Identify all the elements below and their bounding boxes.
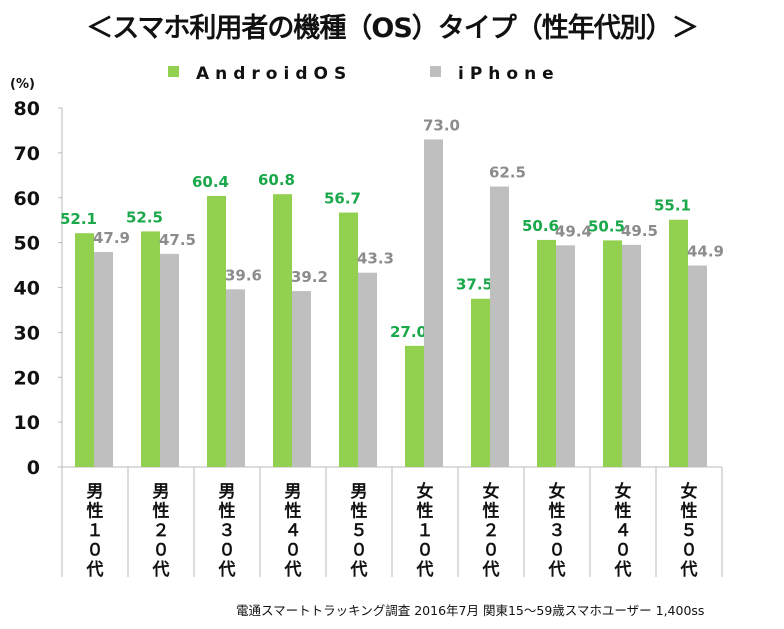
y-tick-label: 70 bbox=[14, 143, 40, 165]
bar-iphone bbox=[688, 265, 707, 467]
legend-swatch-iphone bbox=[430, 66, 441, 77]
data-label: 47.5 bbox=[159, 231, 196, 249]
bar-iphone bbox=[160, 253, 179, 467]
y-tick-label: 20 bbox=[14, 367, 40, 389]
bar-androidos bbox=[405, 345, 424, 467]
data-label: 39.6 bbox=[225, 266, 262, 284]
y-tick-label: 80 bbox=[14, 98, 40, 120]
bar-androidos bbox=[141, 231, 160, 467]
y-tick-label: 40 bbox=[14, 278, 40, 300]
y-tick-label: 0 bbox=[27, 457, 40, 479]
data-label: 27.0 bbox=[390, 323, 427, 341]
data-label: 39.2 bbox=[291, 268, 328, 286]
legend-label: iPhone bbox=[458, 64, 560, 84]
bar-iphone bbox=[424, 139, 443, 467]
bar-iphone bbox=[292, 291, 311, 467]
bar-androidos bbox=[75, 233, 94, 467]
data-label: 47.9 bbox=[93, 229, 130, 247]
bar-iphone bbox=[94, 252, 113, 467]
bar-androidos bbox=[669, 219, 688, 467]
x-tick-label: 男性２０代 bbox=[152, 482, 170, 580]
bar-iphone bbox=[358, 272, 377, 467]
x-tick-label: 女性２０代 bbox=[482, 481, 500, 580]
y-tick-label: 10 bbox=[14, 412, 40, 434]
x-tick-label: 女性５０代 bbox=[680, 481, 698, 580]
data-label: 60.8 bbox=[258, 171, 295, 189]
data-label: 60.4 bbox=[192, 173, 229, 191]
bar-androidos bbox=[537, 239, 556, 467]
bar-androidos bbox=[603, 240, 622, 467]
data-label: 37.5 bbox=[456, 276, 493, 294]
y-tick-label: 30 bbox=[14, 322, 40, 344]
data-label: 52.5 bbox=[126, 208, 163, 226]
bar-iphone bbox=[490, 186, 509, 467]
x-tick-label: 女性１０代 bbox=[416, 481, 434, 580]
data-label: 62.5 bbox=[489, 164, 526, 182]
data-label: 50.6 bbox=[522, 217, 559, 235]
chart-title: ＜スマホ利用者の機種（OS）タイプ（性年代別）＞ bbox=[86, 13, 699, 44]
data-label: 52.1 bbox=[60, 210, 97, 228]
data-label: 50.5 bbox=[588, 217, 625, 235]
data-label: 55.1 bbox=[654, 197, 691, 215]
bar-iphone bbox=[556, 245, 575, 467]
x-tick-label: 女性３０代 bbox=[548, 481, 566, 580]
y-tick-label: 60 bbox=[14, 188, 40, 210]
bar-androidos bbox=[207, 195, 226, 467]
y-axis-unit: (%) bbox=[10, 77, 35, 92]
legend-label: AndroidOS bbox=[196, 64, 352, 84]
x-tick-label: 男性３０代 bbox=[218, 482, 236, 580]
data-label: 43.3 bbox=[357, 250, 394, 268]
bar-androidos bbox=[339, 212, 358, 467]
x-tick-label: 女性４０代 bbox=[614, 481, 632, 580]
source-note: 電通スマートトラッキング調査 2016年7月 関東15～59歳スマホユーザー 1… bbox=[236, 603, 705, 618]
data-label: 56.7 bbox=[324, 190, 361, 208]
x-tick-label: 男性１０代 bbox=[86, 482, 104, 580]
y-tick-label: 50 bbox=[14, 233, 40, 255]
data-label: 73.0 bbox=[423, 116, 460, 134]
data-label: 44.9 bbox=[687, 243, 724, 261]
data-label: 49.4 bbox=[555, 222, 592, 240]
bar-androidos bbox=[273, 194, 292, 467]
x-tick-label: 男性５０代 bbox=[350, 482, 368, 580]
data-label: 49.5 bbox=[621, 222, 658, 240]
bar-iphone bbox=[622, 244, 641, 467]
bar-iphone bbox=[226, 289, 245, 467]
bar-androidos bbox=[471, 298, 490, 467]
x-tick-label: 男性４０代 bbox=[284, 482, 302, 580]
legend-swatch-androidos bbox=[168, 66, 179, 77]
